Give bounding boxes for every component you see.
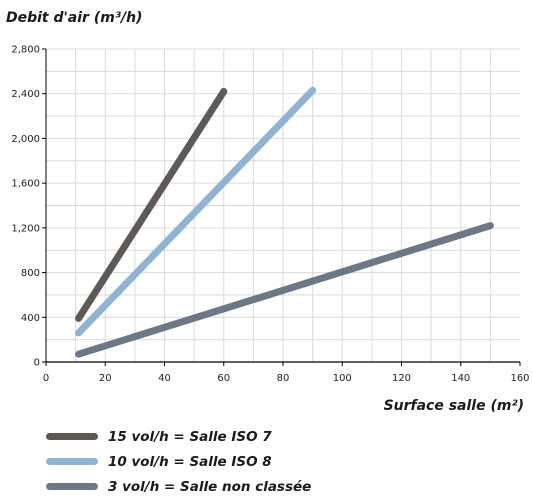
x-axis-title: Surface salle (m²) xyxy=(383,398,524,414)
x-tick-label: 80 xyxy=(277,373,290,384)
y-axis-ticks: 0 400 800 1,200 1,600 2,000 2,400 2,800 xyxy=(11,45,46,369)
x-tick-label: 140 xyxy=(451,373,470,384)
grid-lines xyxy=(46,48,520,362)
legend: 15 vol/h = Salle ISO 7 10 vol/h = Salle … xyxy=(46,424,311,499)
legend-swatch-iso7 xyxy=(46,433,98,440)
y-tick-label: 800 xyxy=(21,268,40,279)
y-axis-title: Debit d'air (m³/h) xyxy=(6,10,143,26)
x-axis-ticks: 0 20 40 60 80 100 120 140 160 xyxy=(43,362,530,384)
legend-label-unclassified: 3 vol/h = Salle non classée xyxy=(108,478,312,495)
legend-swatch-unclassified xyxy=(46,483,98,490)
legend-item-iso8: 10 vol/h = Salle ISO 8 xyxy=(46,449,311,474)
y-tick-label: 2,400 xyxy=(11,89,40,100)
legend-item-unclassified: 3 vol/h = Salle non classée xyxy=(46,474,311,499)
x-tick-label: 160 xyxy=(510,373,529,384)
y-tick-label: 2,800 xyxy=(11,45,40,56)
x-tick-label: 60 xyxy=(217,373,230,384)
chart-plot: 0 400 800 1,200 1,600 2,000 2,400 2,800 0 20 40 60… xyxy=(11,45,530,385)
series-line-0 xyxy=(75,87,228,322)
legend-item-iso7: 15 vol/h = Salle ISO 7 xyxy=(46,424,311,449)
y-tick-label: 1,200 xyxy=(11,223,40,234)
x-tick-label: 20 xyxy=(99,373,112,384)
legend-label-iso8: 10 vol/h = Salle ISO 8 xyxy=(108,453,272,470)
series-line-1 xyxy=(75,86,317,337)
x-tick-label: 0 xyxy=(43,373,49,384)
x-tick-label: 120 xyxy=(392,373,411,384)
legend-swatch-iso8 xyxy=(46,458,98,465)
y-tick-label: 2,000 xyxy=(11,134,40,145)
series-line-2 xyxy=(75,222,494,358)
x-tick-label: 40 xyxy=(158,373,171,384)
x-tick-label: 100 xyxy=(333,373,352,384)
y-tick-label: 1,600 xyxy=(11,179,40,190)
y-tick-label: 400 xyxy=(21,313,40,324)
series-lines xyxy=(75,86,494,358)
legend-label-iso7: 15 vol/h = Salle ISO 7 xyxy=(108,428,272,445)
y-tick-label: 0 xyxy=(34,358,40,369)
